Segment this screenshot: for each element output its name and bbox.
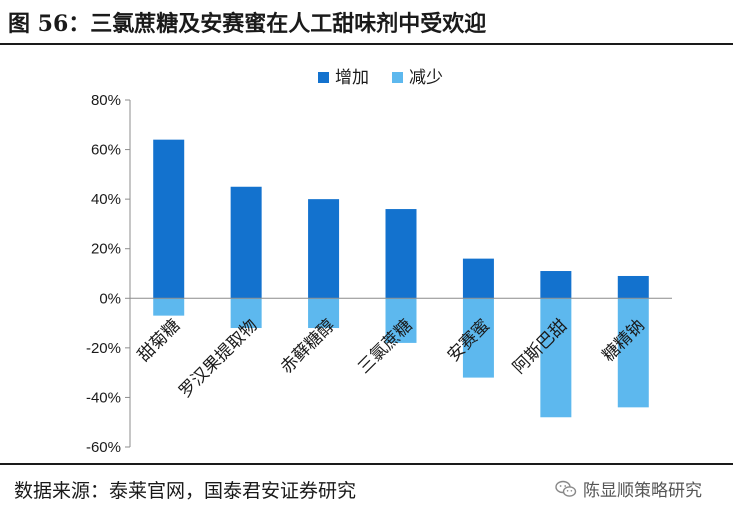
legend-swatch-increase [318, 72, 329, 83]
top-divider [0, 43, 733, 45]
bar-increase [308, 199, 340, 299]
category-label: 三氯蔗糖 [354, 316, 416, 378]
bar-increase [230, 186, 262, 299]
y-tick-label: 40% [91, 191, 121, 208]
bar-decrease [385, 298, 417, 343]
y-tick-label: 0% [99, 290, 121, 307]
y-tick-label: 80% [91, 92, 121, 109]
source-note: 数据来源：泰莱官网，国泰君安证券研究 [14, 480, 357, 502]
legend-swatch-decrease [392, 72, 403, 83]
bar-increase [617, 275, 649, 299]
y-tick-label: -60% [86, 439, 121, 456]
bar-decrease [617, 298, 649, 408]
y-tick-label: -20% [86, 340, 121, 357]
bar-decrease [540, 298, 572, 418]
y-tick-label: 20% [91, 241, 121, 258]
legend-label-decrease: 减少 [409, 68, 443, 88]
bottom-divider [0, 463, 733, 465]
bar-decrease [153, 298, 185, 316]
figure-title: 图 56：三氯蔗糖及安赛蜜在人工甜味剂中受欢迎 [8, 11, 487, 37]
legend-label-increase: 增加 [335, 68, 369, 88]
wechat-icon [555, 480, 577, 497]
y-tick-label: -40% [86, 389, 121, 406]
category-label: 罗汉果提取物 [175, 316, 261, 402]
category-label: 甜菊糖 [134, 316, 184, 366]
bar-decrease [230, 298, 262, 329]
watermark-text: 陈显顺策略研究 [583, 481, 702, 501]
bar-decrease [308, 298, 340, 329]
y-tick-label: 60% [91, 142, 121, 159]
bar-increase [153, 139, 185, 299]
watermark: 陈显顺策略研究 [555, 476, 702, 501]
bar-chart: -60% -40% -20% 0% 20% 40% 60% 80% 甜菊糖罗汉果提取物 赤藓糖醇三… [86, 68, 672, 456]
bar-increase [385, 209, 417, 299]
bar-increase [462, 258, 494, 299]
bar-decrease [462, 298, 494, 378]
bar-increase [540, 271, 572, 299]
category-label: 赤藓糖醇 [277, 316, 339, 378]
figure-title-bar: 图 56：三氯蔗糖及安赛蜜在人工甜味剂中受欢迎 [0, 0, 733, 44]
